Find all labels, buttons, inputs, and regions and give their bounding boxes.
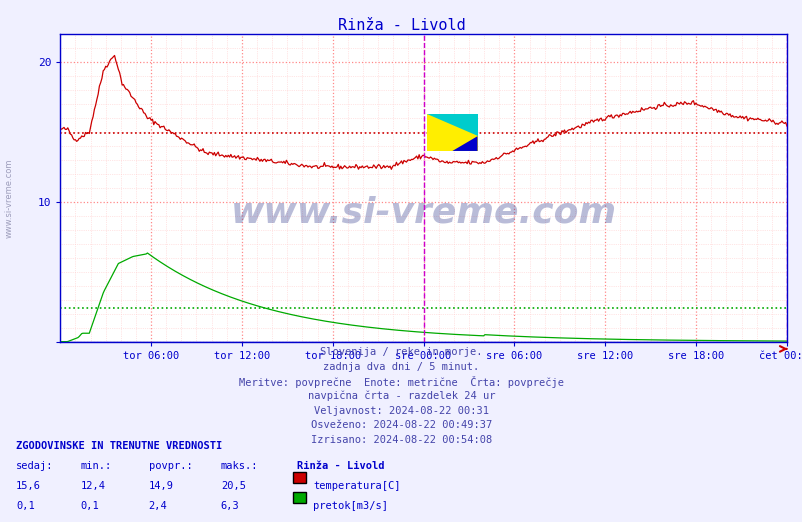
Text: pretok[m3/s]: pretok[m3/s] <box>313 501 387 511</box>
Text: Rinža - Livold: Rinža - Livold <box>337 18 465 33</box>
Text: 2,4: 2,4 <box>148 501 167 511</box>
Text: ZGODOVINSKE IN TRENUTNE VREDNOSTI: ZGODOVINSKE IN TRENUTNE VREDNOSTI <box>16 441 222 451</box>
Text: Slovenija / reke in morje.: Slovenija / reke in morje. <box>320 347 482 357</box>
Text: sedaj:: sedaj: <box>16 461 54 471</box>
Text: min.:: min.: <box>80 461 111 471</box>
Text: navpična črta - razdelek 24 ur: navpična črta - razdelek 24 ur <box>307 391 495 401</box>
Text: povpr.:: povpr.: <box>148 461 192 471</box>
Polygon shape <box>452 136 477 151</box>
Text: 6,3: 6,3 <box>221 501 239 511</box>
Text: 14,9: 14,9 <box>148 481 173 491</box>
Text: Izrisano: 2024-08-22 00:54:08: Izrisano: 2024-08-22 00:54:08 <box>310 435 492 445</box>
Text: 20,5: 20,5 <box>221 481 245 491</box>
Text: 0,1: 0,1 <box>16 501 34 511</box>
Text: Rinža - Livold: Rinža - Livold <box>297 461 384 471</box>
Text: 15,6: 15,6 <box>16 481 41 491</box>
Text: 0,1: 0,1 <box>80 501 99 511</box>
Text: zadnja dva dni / 5 minut.: zadnja dva dni / 5 minut. <box>323 362 479 372</box>
Text: Veljavnost: 2024-08-22 00:31: Veljavnost: 2024-08-22 00:31 <box>314 406 488 416</box>
Text: 12,4: 12,4 <box>80 481 105 491</box>
Text: Osveženo: 2024-08-22 00:49:37: Osveženo: 2024-08-22 00:49:37 <box>310 420 492 430</box>
Polygon shape <box>427 114 477 151</box>
Text: maks.:: maks.: <box>221 461 258 471</box>
Text: temperatura[C]: temperatura[C] <box>313 481 400 491</box>
Text: www.si-vreme.com: www.si-vreme.com <box>5 159 14 238</box>
Polygon shape <box>427 114 477 136</box>
Text: Meritve: povprečne  Enote: metrične  Črta: povprečje: Meritve: povprečne Enote: metrične Črta:… <box>239 376 563 388</box>
Text: www.si-vreme.com: www.si-vreme.com <box>230 196 616 230</box>
